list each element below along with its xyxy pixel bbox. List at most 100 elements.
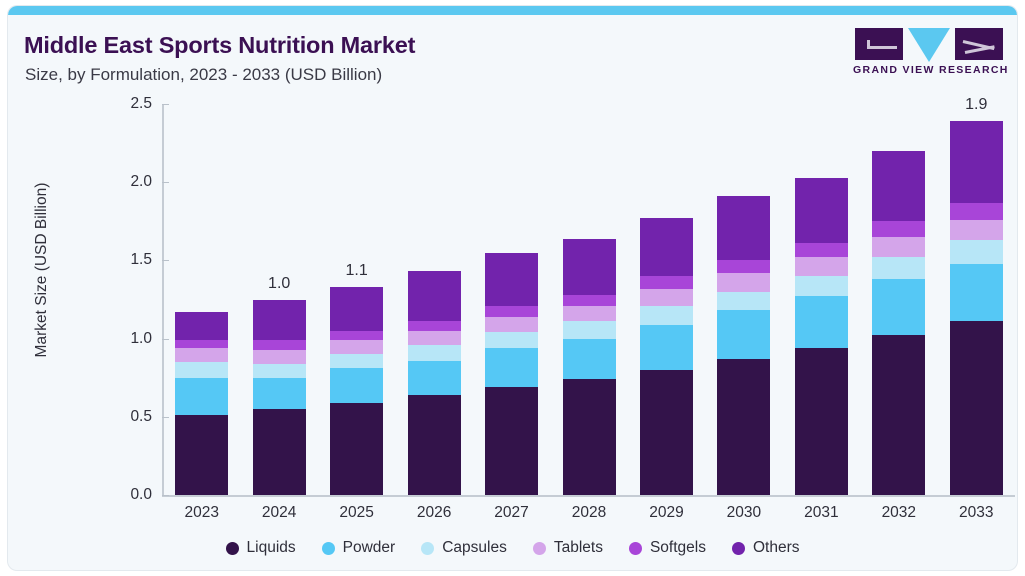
bar-segment-others[interactable] (639, 218, 693, 277)
bar-segment-liquids[interactable] (252, 408, 306, 495)
bar-segment-softgels[interactable] (252, 340, 306, 350)
logo-marks (853, 28, 1005, 62)
bar-segment-liquids[interactable] (717, 358, 771, 495)
bar-segment-softgels[interactable] (407, 321, 461, 331)
bar-segment-powder[interactable] (717, 310, 771, 359)
bar-segment-capsules[interactable] (562, 321, 616, 339)
bar-segment-liquids[interactable] (872, 335, 926, 495)
bar-group[interactable] (639, 104, 693, 495)
bar-group[interactable] (562, 104, 616, 495)
bar-segment-tablets[interactable] (562, 305, 616, 322)
bar-segment-others[interactable] (330, 287, 384, 331)
bar-segment-liquids[interactable] (562, 379, 616, 495)
bar-group[interactable] (717, 104, 771, 495)
bar-segment-capsules[interactable] (175, 362, 229, 378)
logo-wordmark: GRAND VIEW RESEARCH (853, 64, 1009, 76)
bar-segment-powder[interactable] (407, 360, 461, 395)
bar-segment-others[interactable] (872, 150, 926, 222)
bar-group[interactable]: 1.9 (949, 96, 1003, 495)
chart-plot-area: Market Size (USD Billion) 0.0 0.5 1.0 1.5 2.… (8, 6, 1017, 570)
bar-series-container: 1.0 1.1 1.9 (163, 96, 1015, 495)
bar-segment-powder[interactable] (562, 338, 616, 380)
bar-segment-liquids[interactable] (175, 415, 229, 495)
bar-segment-powder[interactable] (872, 279, 926, 336)
bar-segment-others[interactable] (949, 121, 1003, 203)
bar-group[interactable] (175, 104, 229, 495)
bar-group[interactable]: 1.1 (330, 104, 384, 495)
page-subtitle: Size, by Formulation, 2023 - 2033 (USD B… (25, 65, 383, 84)
bar-group[interactable] (485, 104, 539, 495)
bar-group[interactable] (407, 104, 461, 495)
bar-segment-liquids[interactable] (794, 347, 848, 495)
y-axis-tick (162, 495, 169, 496)
bar-segment-capsules[interactable] (485, 332, 539, 348)
legend-item-capsules[interactable]: Capsules (421, 539, 507, 557)
bar-segment-tablets[interactable] (330, 340, 384, 355)
bar-segment-softgels[interactable] (330, 330, 384, 341)
logo-g-horizontal-stroke (867, 46, 897, 49)
bar-segment-powder[interactable] (485, 348, 539, 388)
legend-item-tablets[interactable]: Tablets (532, 539, 603, 557)
bar-segment-others[interactable] (562, 238, 616, 295)
bar-segment-tablets[interactable] (175, 348, 229, 363)
bar-segment-softgels[interactable] (949, 202, 1003, 220)
bar-segment-capsules[interactable] (717, 291, 771, 311)
bar-segment-softgels[interactable] (717, 260, 771, 273)
bar-segment-liquids[interactable] (330, 402, 384, 495)
bar-segment-capsules[interactable] (794, 276, 848, 297)
bar-segment-softgels[interactable] (639, 276, 693, 289)
bar-segment-softgels[interactable] (175, 340, 229, 348)
legend-label: Softgels (649, 539, 706, 556)
bar-group[interactable] (872, 104, 926, 495)
legend-item-powder[interactable]: Powder (321, 539, 396, 557)
bar-segment-liquids[interactable] (639, 369, 693, 495)
bar-group[interactable] (794, 104, 848, 495)
x-axis-label: 2033 (959, 504, 994, 521)
bar-segment-tablets[interactable] (794, 257, 848, 277)
bar-segment-tablets[interactable] (407, 330, 461, 345)
bar-segment-others[interactable] (485, 252, 539, 306)
bar-segment-others[interactable] (407, 271, 461, 322)
bar-segment-capsules[interactable] (949, 240, 1003, 264)
x-axis-label: 2023 (184, 504, 219, 521)
top-accent-bar (8, 6, 1017, 15)
bar-segment-tablets[interactable] (949, 219, 1003, 241)
bar-segment-others[interactable] (794, 177, 848, 244)
bar-segment-tablets[interactable] (639, 288, 693, 306)
bar-segment-tablets[interactable] (872, 236, 926, 258)
bar-segment-capsules[interactable] (252, 363, 306, 378)
bar-segment-tablets[interactable] (485, 316, 539, 333)
bar-segment-capsules[interactable] (639, 305, 693, 325)
bar-segment-capsules[interactable] (407, 344, 461, 361)
bar-segment-softgels[interactable] (562, 294, 616, 306)
bar-segment-tablets[interactable] (717, 272, 771, 292)
bar-segment-powder[interactable] (330, 368, 384, 403)
logo-g-block-icon (855, 28, 903, 60)
legend-swatch-icon (532, 541, 546, 555)
bar-segment-liquids[interactable] (485, 387, 539, 495)
bar-segment-others[interactable] (175, 312, 229, 341)
bar-segment-capsules[interactable] (872, 257, 926, 280)
bar-segment-softgels[interactable] (794, 243, 848, 258)
bar-segment-liquids[interactable] (949, 321, 1003, 495)
legend-item-liquids[interactable]: Liquids (225, 539, 296, 557)
bar-segment-powder[interactable] (175, 377, 229, 416)
legend-label: Powder (342, 539, 396, 556)
bar-segment-others[interactable] (717, 196, 771, 261)
x-axis-label: 2026 (416, 504, 452, 521)
y-axis-tick-label: 1.0 (130, 329, 152, 347)
bar-segment-powder[interactable] (794, 296, 848, 348)
bar-segment-powder[interactable] (252, 377, 306, 409)
bar-group[interactable]: 1.0 (252, 104, 306, 495)
bar-segment-liquids[interactable] (407, 394, 461, 495)
legend-item-softgels[interactable]: Softgels (628, 539, 706, 557)
legend-item-others[interactable]: Others (731, 539, 799, 557)
bar-segment-powder[interactable] (949, 263, 1003, 322)
bar-segment-softgels[interactable] (872, 221, 926, 237)
bar-segment-softgels[interactable] (485, 305, 539, 317)
y-axis-tick (162, 338, 169, 340)
bar-segment-others[interactable] (252, 299, 306, 341)
bar-segment-capsules[interactable] (330, 354, 384, 369)
bar-segment-tablets[interactable] (252, 349, 306, 364)
bar-segment-powder[interactable] (639, 324, 693, 370)
